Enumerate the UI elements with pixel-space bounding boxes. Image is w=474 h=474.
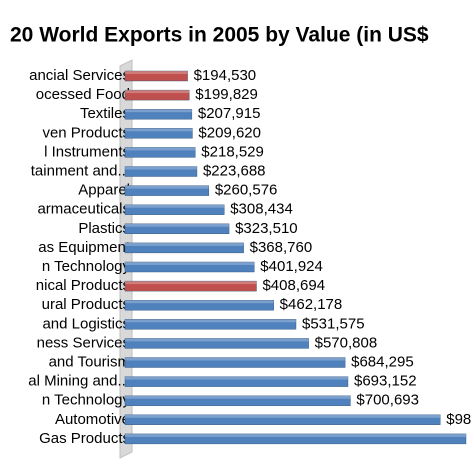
bar-shine: [125, 262, 255, 265]
bar: [124, 414, 441, 425]
bar-shine: [125, 338, 309, 342]
bar-shine: [125, 376, 348, 380]
value-label: $368,760: [250, 239, 313, 256]
value-label: $684,295: [351, 353, 414, 370]
bar: [124, 319, 297, 330]
value-label: $570,808: [315, 334, 378, 351]
category-label: l Instruments: [44, 143, 130, 160]
bar-shine: [125, 109, 192, 113]
value-label: $223,688: [203, 162, 266, 179]
bar-shine: [125, 242, 244, 246]
bar: [124, 70, 188, 82]
bar: [124, 166, 198, 177]
bar-shine: [125, 166, 197, 170]
bar-shine: [125, 281, 257, 285]
bar-shine: [125, 128, 193, 132]
category-label: n Technology: [42, 392, 131, 409]
bar: [124, 223, 230, 235]
bar-shine: [125, 319, 297, 323]
bar: [124, 376, 349, 387]
value-label: $218,529: [201, 143, 264, 160]
bar-shine: [125, 433, 466, 437]
category-label: ural Products: [42, 296, 130, 313]
category-label: and Logistics: [42, 315, 130, 332]
category-label: armaceuticals: [37, 201, 130, 218]
category-label: Plastics: [78, 220, 130, 237]
category-label: nical Products: [36, 277, 130, 294]
bar: [124, 242, 244, 254]
category-label: Automotive: [55, 411, 130, 428]
bar-shine: [125, 204, 225, 208]
category-label: Gas Products: [39, 430, 130, 447]
category-label: n Technology: [42, 258, 131, 275]
bar-shine: [125, 414, 441, 418]
bar: [124, 300, 274, 311]
bar: [124, 261, 255, 273]
chart-title: 20 World Exports in 2005 by Value (in US…: [10, 24, 429, 47]
value-label: $260,576: [215, 182, 278, 199]
value-label: $408,694: [262, 277, 325, 294]
category-label: ness Services: [37, 334, 130, 351]
bar-shine: [125, 185, 209, 189]
value-label: $209,620: [198, 124, 261, 141]
category-label: Textiles: [80, 105, 130, 122]
value-label: $462,178: [280, 296, 343, 313]
bar: [124, 185, 210, 196]
category-label: Apparel: [78, 182, 130, 199]
value-label: $207,915: [198, 105, 261, 122]
bar-shine: [125, 357, 346, 361]
value-label: $693,152: [354, 373, 417, 390]
bar: [124, 357, 346, 368]
bar-shine: [125, 90, 190, 94]
bar: [124, 433, 467, 445]
bar-shine: [125, 223, 230, 227]
category-label: and Tourism: [49, 353, 130, 370]
bar: [124, 89, 190, 101]
value-label: $308,434: [230, 201, 293, 218]
category-label: as Equipment: [38, 239, 131, 256]
value-label: $98: [446, 411, 471, 428]
bar: [124, 204, 225, 215]
value-label: $401,924: [260, 258, 323, 275]
category-label: al Mining and...: [28, 373, 130, 390]
value-label: $323,510: [235, 220, 298, 237]
bar-shine: [125, 300, 274, 304]
bar: [124, 338, 309, 349]
value-label: $194,530: [194, 67, 257, 84]
bar: [124, 128, 193, 139]
bar-shine: [125, 147, 196, 151]
bar-shine: [125, 395, 351, 399]
bar-shine: [125, 71, 188, 74]
value-label: $700,693: [356, 392, 419, 409]
category-label: ven Products: [42, 124, 130, 141]
value-label: $531,575: [302, 315, 365, 332]
value-label: $199,829: [195, 86, 258, 103]
category-label: ocessed Food: [36, 86, 130, 103]
category-label: ancial Services: [29, 67, 130, 84]
bar: [124, 108, 193, 120]
bar: [124, 280, 257, 292]
bar: [124, 147, 196, 158]
bar: [124, 395, 351, 406]
category-label: tainment and...: [31, 162, 130, 179]
